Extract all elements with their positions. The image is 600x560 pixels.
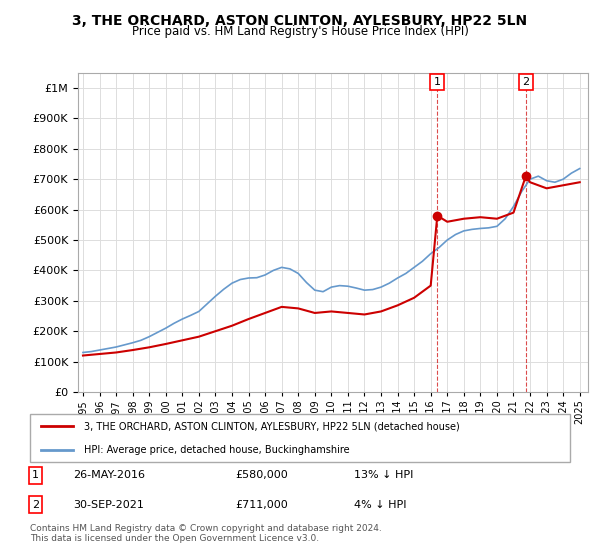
Text: Price paid vs. HM Land Registry's House Price Index (HPI): Price paid vs. HM Land Registry's House … xyxy=(131,25,469,38)
Text: 3, THE ORCHARD, ASTON CLINTON, AYLESBURY, HP22 5LN (detached house): 3, THE ORCHARD, ASTON CLINTON, AYLESBURY… xyxy=(84,421,460,431)
FancyBboxPatch shape xyxy=(30,414,570,462)
Text: 13% ↓ HPI: 13% ↓ HPI xyxy=(354,470,413,480)
Text: 30-SEP-2021: 30-SEP-2021 xyxy=(73,500,144,510)
Text: Contains HM Land Registry data © Crown copyright and database right 2024.
This d: Contains HM Land Registry data © Crown c… xyxy=(30,524,382,543)
Text: 1: 1 xyxy=(32,470,39,480)
Text: 1: 1 xyxy=(434,77,441,87)
Text: 2: 2 xyxy=(523,77,529,87)
Text: 26-MAY-2016: 26-MAY-2016 xyxy=(73,470,145,480)
Text: 4% ↓ HPI: 4% ↓ HPI xyxy=(354,500,407,510)
Text: £711,000: £711,000 xyxy=(235,500,288,510)
Text: 2: 2 xyxy=(32,500,39,510)
Text: HPI: Average price, detached house, Buckinghamshire: HPI: Average price, detached house, Buck… xyxy=(84,445,350,455)
Text: 3, THE ORCHARD, ASTON CLINTON, AYLESBURY, HP22 5LN: 3, THE ORCHARD, ASTON CLINTON, AYLESBURY… xyxy=(73,14,527,28)
Text: £580,000: £580,000 xyxy=(235,470,288,480)
